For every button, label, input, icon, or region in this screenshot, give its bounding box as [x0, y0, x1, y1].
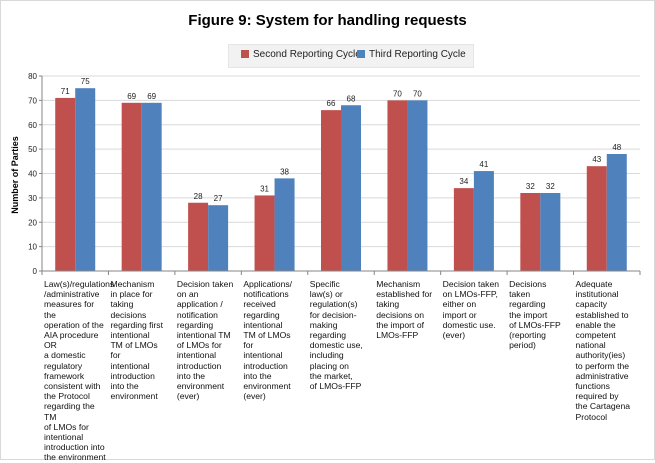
category-label: Decision taken on LMOs-FFP, either on im… — [442, 279, 500, 341]
axes — [39, 75, 641, 275]
bar-second-cycle — [387, 100, 408, 271]
y-axis-label: Number of Parties — [10, 136, 20, 214]
category-label: Mechanism in place for taking decisions … — [110, 279, 163, 402]
value-label: 38 — [280, 167, 289, 176]
category-label: Decision taken on an application / notif… — [176, 279, 234, 402]
bar-second-cycle — [453, 188, 474, 271]
bars — [55, 88, 627, 271]
value-label: 48 — [612, 143, 621, 152]
value-label: 27 — [214, 194, 223, 203]
category-label: Adequate institutional capacity establis… — [575, 279, 631, 422]
y-tick-label: 80 — [28, 72, 37, 81]
legend-item-second: Second Reporting Cycle — [241, 49, 361, 60]
value-label: 34 — [459, 177, 468, 186]
value-label: 69 — [147, 92, 156, 101]
y-tick-label: 10 — [28, 243, 37, 252]
bar-second-cycle — [520, 193, 541, 271]
legend-label-third: Third Reporting Cycle — [369, 49, 466, 60]
category-label: Applications/ notifications received reg… — [243, 279, 293, 402]
value-label: 71 — [61, 87, 70, 96]
bar-third-cycle — [341, 105, 361, 271]
y-tick-label: 30 — [28, 194, 37, 203]
value-label: 68 — [347, 94, 356, 103]
y-tick-label: 40 — [28, 170, 37, 179]
bar-third-cycle — [141, 102, 162, 271]
legend-swatch-third — [357, 50, 365, 58]
bar-second-cycle — [55, 97, 76, 271]
value-label: 32 — [546, 182, 555, 191]
y-tick-label: 50 — [28, 145, 37, 154]
bar-third-cycle — [75, 88, 96, 271]
value-label: 41 — [479, 160, 488, 169]
bar-third-cycle — [606, 154, 627, 271]
bar-second-cycle — [188, 202, 209, 271]
value-label: 66 — [327, 99, 336, 108]
value-label: 28 — [194, 192, 203, 201]
chart-title: Figure 9: System for handling requests — [188, 12, 467, 29]
category-label: Decisions taken regarding the import of … — [509, 279, 561, 351]
bar-third-cycle — [274, 178, 295, 271]
category-label: Law(s)/regulations /administrative measu… — [44, 279, 115, 463]
category-label: Mechanism established for taking decisio… — [376, 279, 433, 341]
value-label: 32 — [526, 182, 535, 191]
value-label: 70 — [393, 89, 402, 98]
y-tick-label: 20 — [28, 218, 37, 227]
value-label: 31 — [260, 184, 269, 193]
legend-swatch-second — [241, 50, 249, 58]
bar-third-cycle — [407, 100, 428, 271]
y-tick-label: 70 — [28, 96, 37, 105]
y-tick-labels: 0 10 20 30 40 50 60 70 80 — [28, 72, 37, 276]
bar-third-cycle — [208, 205, 229, 271]
bar-second-cycle — [586, 166, 607, 271]
bar-second-cycle — [254, 195, 275, 271]
value-label: 75 — [81, 77, 90, 86]
bar-second-cycle — [121, 102, 142, 271]
value-label: 43 — [592, 155, 601, 164]
value-labels: 71 69 28 31 66 70 34 32 43 75 69 27 38 68 70 41 32 48 — [61, 77, 622, 203]
bar-second-cycle — [321, 110, 341, 271]
value-label: 69 — [127, 92, 136, 101]
chart-legend: Second Reporting Cycle Third Reporting C… — [228, 44, 474, 68]
bar-third-cycle — [473, 171, 494, 271]
value-label: 70 — [413, 89, 422, 98]
y-tick-label: 60 — [28, 121, 37, 130]
category-label: Specific law(s) or regulation(s) for dec… — [309, 279, 363, 392]
legend-label-second: Second Reporting Cycle — [253, 49, 361, 60]
y-tick-label: 0 — [33, 267, 38, 276]
legend-item-third: Third Reporting Cycle — [357, 49, 466, 60]
bar-third-cycle — [540, 193, 561, 271]
